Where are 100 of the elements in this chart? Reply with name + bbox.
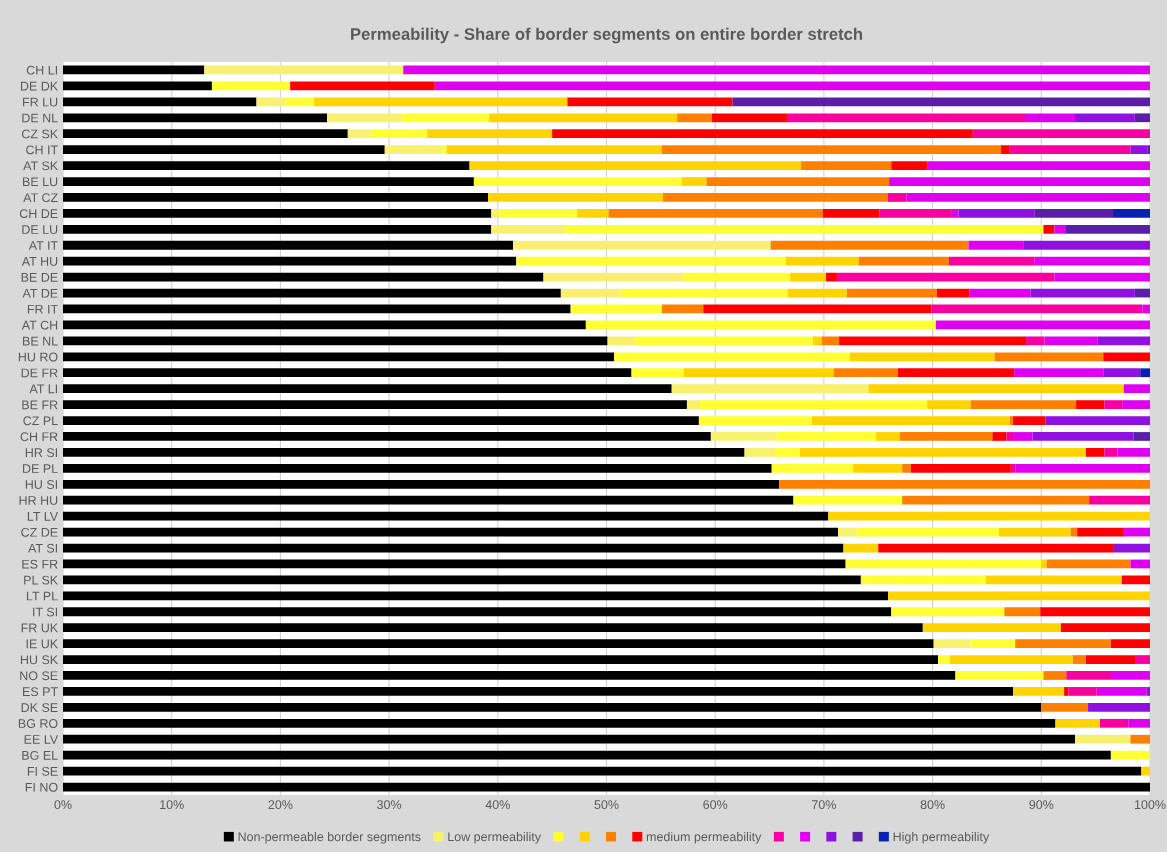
bar [710, 432, 778, 441]
bar [1075, 113, 1135, 123]
bar [370, 129, 428, 139]
x-tick-label: 10% [160, 800, 184, 810]
bar [614, 352, 850, 362]
bar [846, 288, 937, 298]
bar [1104, 448, 1118, 457]
bar [577, 209, 609, 218]
bar [1034, 209, 1114, 218]
y-tick-label: AT CZ [23, 193, 58, 203]
bar [427, 129, 553, 139]
y-tick-label: HR SI [25, 448, 57, 458]
bar [922, 623, 1061, 633]
bar [949, 655, 1073, 664]
y-tick-label: CH IT [26, 145, 58, 155]
y-tick-label: FR LU [23, 97, 58, 107]
bar [63, 304, 571, 314]
bar [1041, 559, 1047, 569]
bar [992, 432, 1007, 441]
bar [1130, 734, 1150, 744]
bar [63, 479, 780, 489]
y-tick-label: HU SI [25, 480, 57, 489]
bar [998, 527, 1071, 537]
bar [897, 368, 1015, 378]
bar [703, 304, 932, 314]
x-tick-label: 90% [1029, 800, 1054, 810]
bar [888, 193, 907, 202]
bar [1123, 384, 1150, 394]
bar [1072, 655, 1086, 664]
bar [63, 591, 889, 601]
bar [1142, 304, 1150, 314]
bar [63, 559, 846, 569]
bar [63, 623, 923, 633]
bar [779, 479, 1150, 489]
bar [63, 336, 608, 346]
bar [833, 368, 898, 378]
bar [63, 463, 772, 473]
bar [63, 161, 470, 170]
bar [774, 448, 800, 457]
bar [1085, 655, 1136, 664]
bar [888, 591, 1150, 601]
bar [968, 240, 1024, 250]
bar [1046, 559, 1131, 569]
y-tick-label: AT LI [29, 384, 57, 394]
x-tick-label: 70% [812, 800, 836, 810]
bar [498, 209, 578, 218]
bar [1004, 607, 1041, 617]
bar [799, 448, 1086, 457]
bar [1040, 607, 1150, 617]
x-tick-label: 80% [920, 800, 945, 810]
bar [63, 782, 1150, 792]
bar [849, 352, 995, 362]
bar [256, 97, 285, 107]
bar [63, 193, 489, 202]
bar [63, 209, 492, 218]
bar [1066, 671, 1112, 680]
bar [1041, 702, 1089, 712]
bar [891, 607, 1005, 617]
y-tick-label: BG EL [22, 750, 58, 760]
bar [1110, 639, 1150, 648]
bar [1043, 224, 1055, 234]
y-tick-label: DE DK [20, 81, 58, 91]
bar [879, 209, 952, 218]
bar [868, 384, 1124, 394]
bar [63, 256, 517, 266]
bar [681, 177, 707, 186]
bar [1100, 718, 1129, 728]
bar [777, 432, 877, 441]
bar [788, 288, 847, 298]
bar [1135, 655, 1150, 664]
legend-label: Non-permeable border segments [238, 831, 421, 844]
bar [1013, 687, 1065, 696]
bar [290, 81, 435, 91]
bar [1023, 240, 1150, 250]
bar [836, 272, 1055, 282]
bar [1009, 145, 1131, 155]
chart-title: Permeability - Share of border segments on entire border stretch [351, 27, 863, 44]
bar [1014, 368, 1104, 378]
bar [899, 432, 993, 441]
y-tick-label: LT PL [26, 591, 58, 601]
bar [1045, 416, 1150, 425]
bar [706, 177, 890, 186]
bar [853, 463, 903, 473]
bar [560, 288, 621, 298]
bar [63, 527, 839, 537]
legend-label: High permeability [893, 831, 990, 844]
y-tick-label: CZ DE [21, 527, 58, 537]
bar [1025, 113, 1075, 123]
bar [63, 718, 1056, 728]
bar [1055, 718, 1100, 728]
bar [1146, 687, 1150, 696]
bar [473, 177, 682, 186]
y-tick-label: CH LI [26, 65, 57, 75]
y-tick-label: DE FR [21, 368, 58, 378]
y-tick-label: HR HU [19, 496, 58, 505]
x-tick-label: 100% [1134, 800, 1166, 810]
y-tick-label: AT SK [23, 161, 58, 171]
bar [1054, 272, 1150, 282]
bar [972, 129, 1150, 139]
bar [1141, 766, 1150, 776]
